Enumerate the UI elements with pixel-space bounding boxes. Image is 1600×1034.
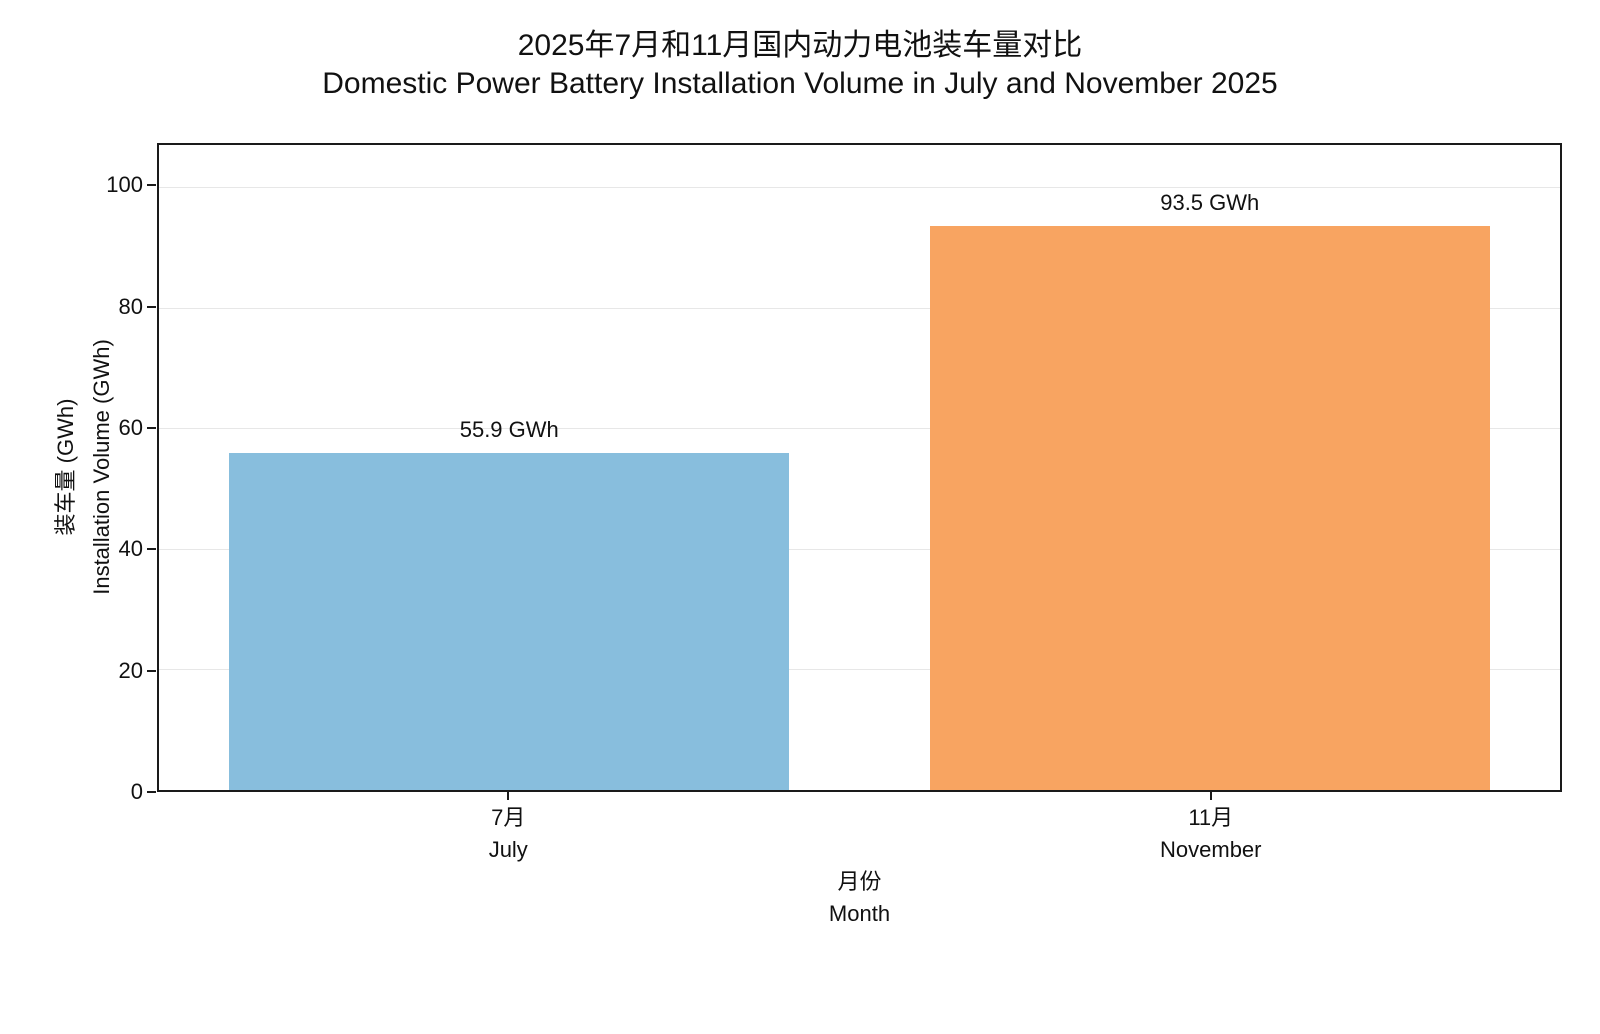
- y-tick-label: 40: [118, 536, 143, 562]
- y-axis-tick: [147, 548, 156, 551]
- y-tick-label: 100: [106, 172, 143, 198]
- x-axis-tick: [507, 791, 510, 800]
- x-axis-label-en: Month: [828, 901, 891, 926]
- y-tick-label: 60: [118, 415, 143, 441]
- y-tick-label: 20: [118, 657, 143, 683]
- y-axis-tick: [147, 669, 156, 672]
- y-tick-label: 80: [118, 293, 143, 319]
- gridline: [159, 187, 1560, 189]
- bar-value-label: 55.9 GWh: [459, 417, 559, 443]
- gridline: [159, 548, 1560, 550]
- gridline: [159, 669, 1560, 671]
- y-axis-tick: [147, 305, 156, 308]
- x-axis-label-zh: 月份: [837, 869, 882, 894]
- chart-title: 2025年7月和11月国内动力电池装车量对比 Domestic Power Ba…: [0, 27, 1600, 103]
- gridline: [159, 307, 1560, 309]
- x-tick-label: 7月 July: [488, 805, 528, 862]
- y-tick-label: 0: [130, 779, 143, 804]
- x-axis-label: 月份 Month: [157, 866, 1562, 930]
- chart-title-zh: 2025年7月和11月国内动力电池装车量对比: [517, 29, 1083, 62]
- bar-value-label: 93.5 GWh: [1160, 190, 1260, 216]
- y-axis-tick: [147, 184, 156, 187]
- chart-title-en: Domestic Power Battery Installation Volu…: [322, 67, 1278, 100]
- x-tick-label: 11月 November: [1160, 805, 1262, 862]
- y-axis-tick: [147, 791, 156, 793]
- plot-area: 55.9 GWh 93.5 GWh: [157, 143, 1562, 792]
- gridline: [159, 428, 1560, 430]
- bar-july: [229, 453, 790, 790]
- bar-november: [929, 226, 1490, 790]
- x-axis-tick: [1209, 791, 1212, 800]
- y-axis-tick: [147, 427, 156, 430]
